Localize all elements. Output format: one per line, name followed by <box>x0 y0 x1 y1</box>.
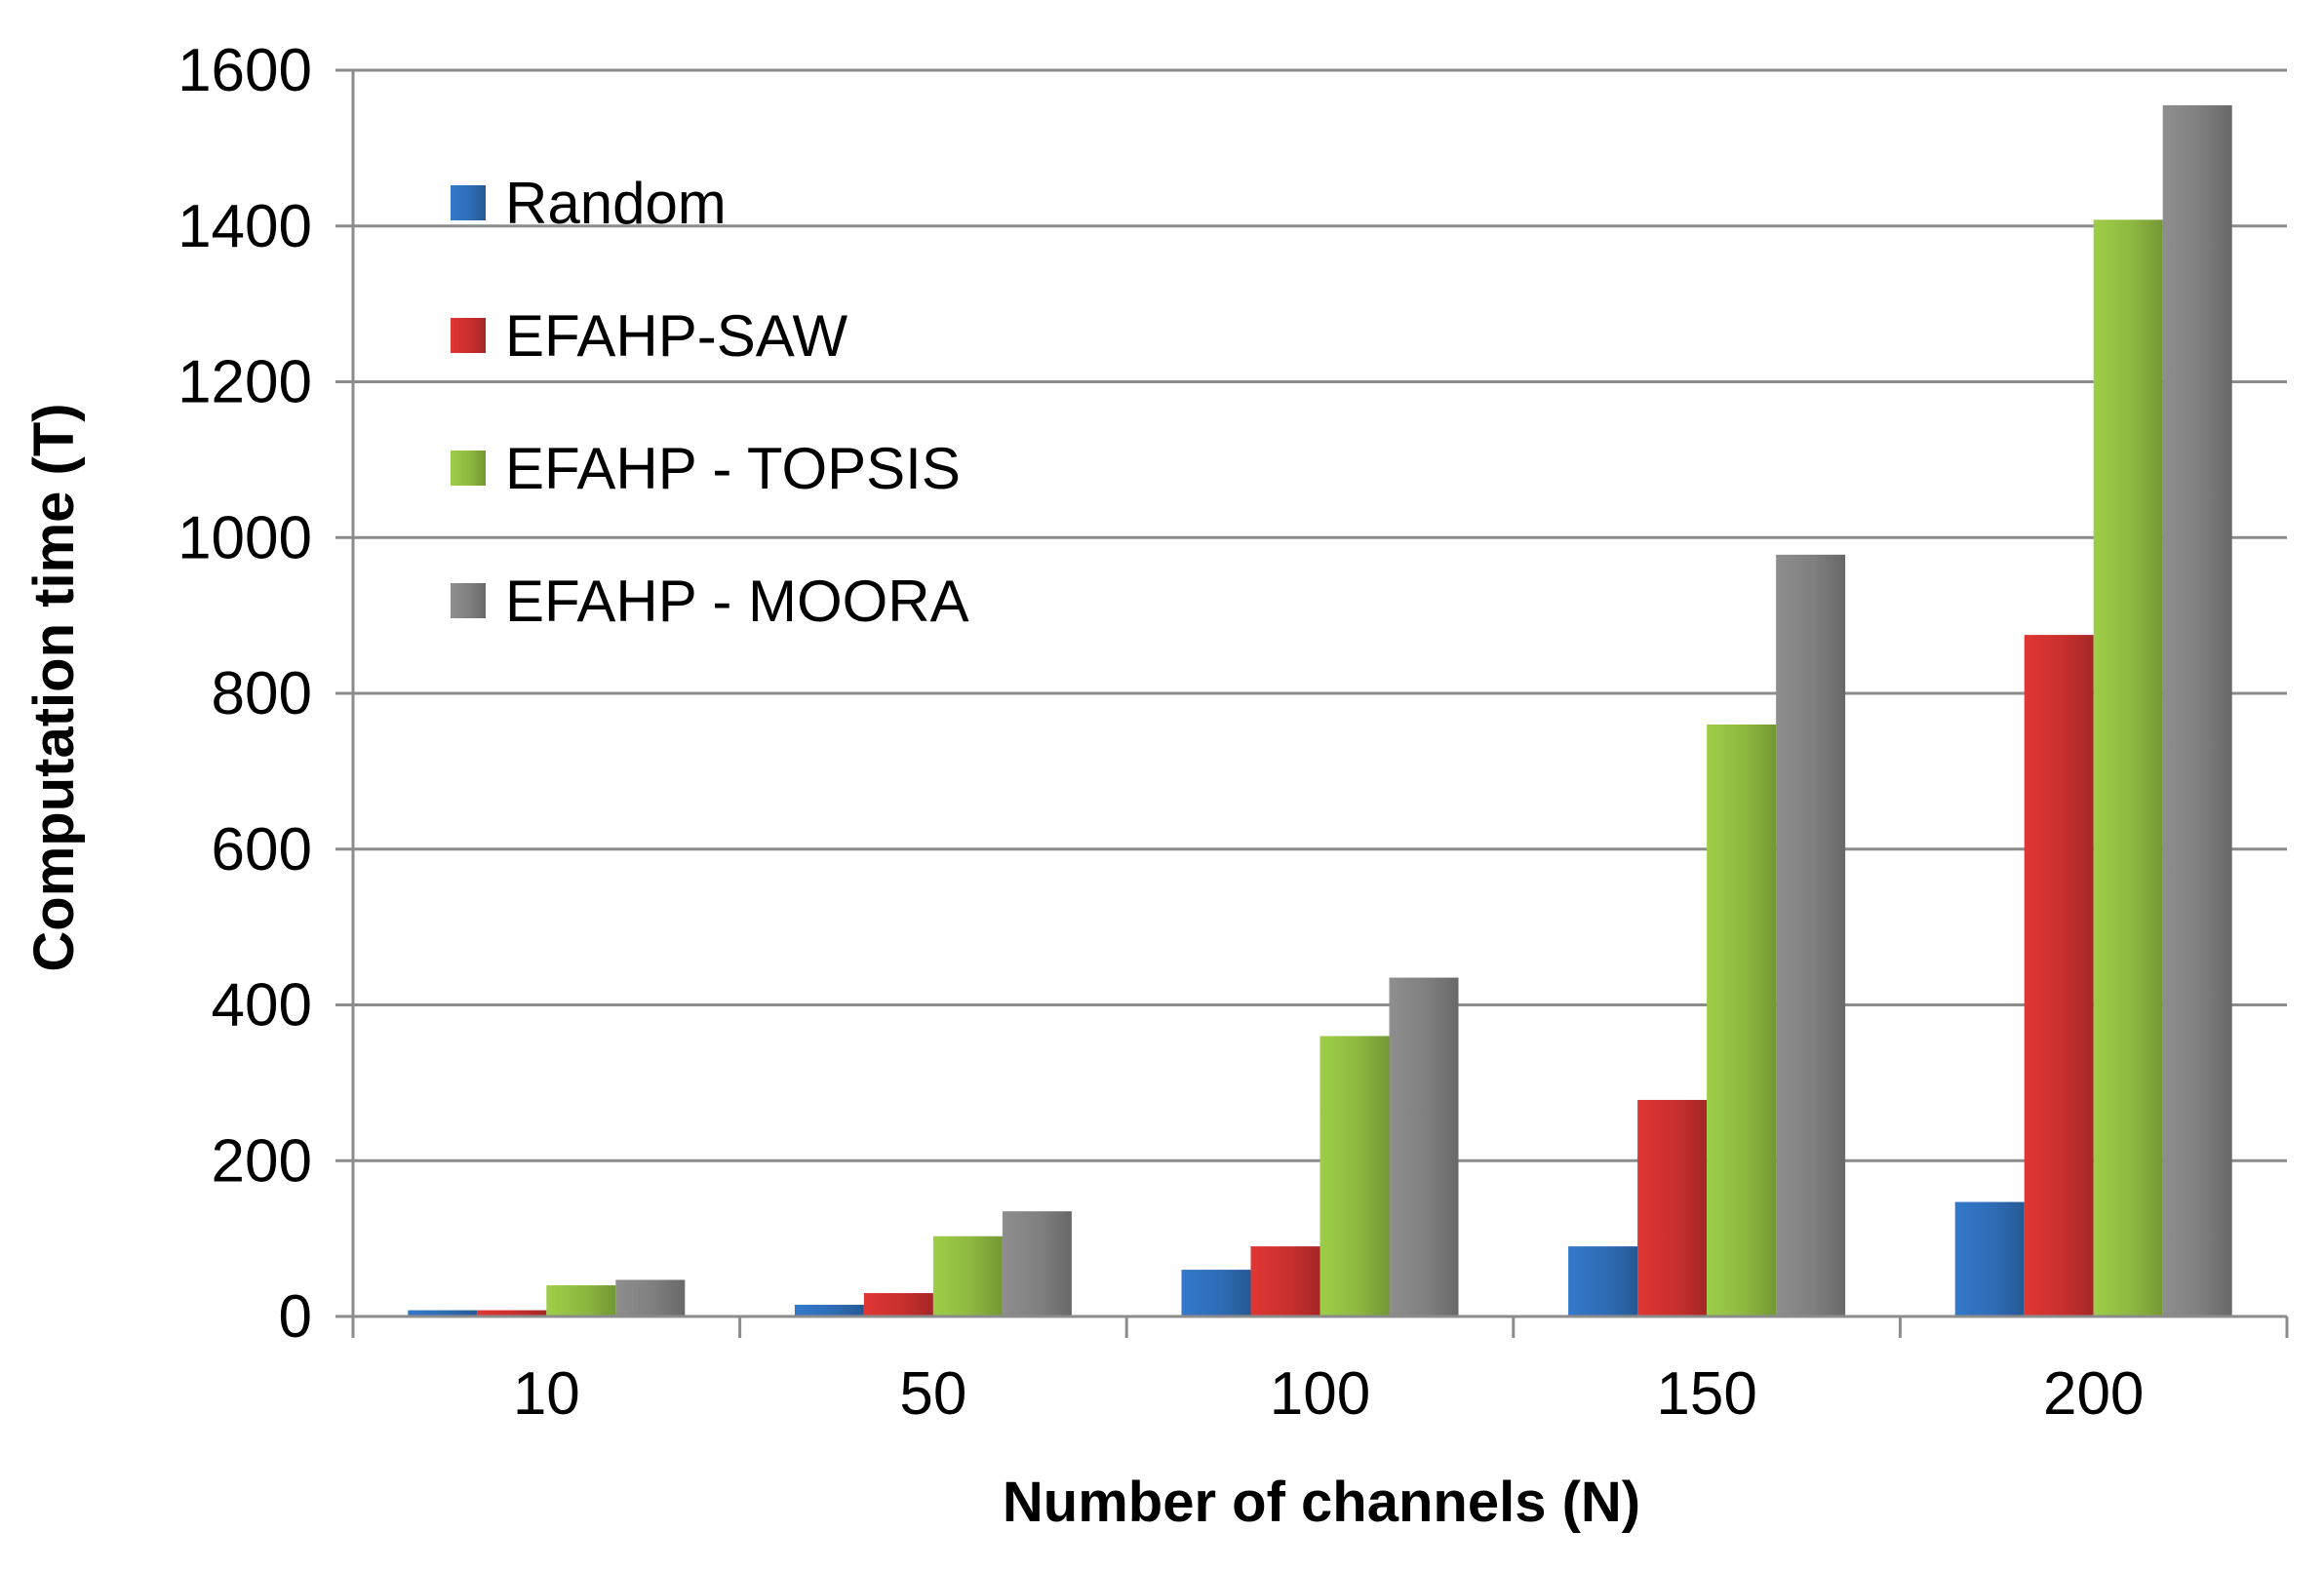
bar-random-10 <box>408 1310 478 1316</box>
y-tick-label: 1200 <box>177 349 312 416</box>
legend-item: Random <box>451 171 727 236</box>
bar-random-50 <box>794 1305 864 1316</box>
bar-efahp-saw-200 <box>2024 635 2094 1316</box>
axes <box>335 68 2289 1338</box>
legend-label: EFAHP-SAW <box>505 303 848 369</box>
bar-efahp-moora-50 <box>1002 1211 1072 1316</box>
bar-efahp-topsis-100 <box>1320 1036 1390 1316</box>
y-axis-title: Computation time (T) <box>22 403 86 971</box>
bar-efahp-moora-100 <box>1389 977 1459 1316</box>
legend: Random EFAHP-SAW EFAHP - TOPSIS EFAHP - MOO… <box>451 171 969 634</box>
bar-efahp-saw-100 <box>1250 1246 1320 1316</box>
y-tick-label: 800 <box>212 660 312 727</box>
bar-efahp-saw-150 <box>1637 1099 1708 1316</box>
x-tick-label: 200 <box>2043 1360 2144 1428</box>
x-tick-label: 100 <box>1270 1360 1370 1428</box>
x-axis-title: Number of channels (N) <box>1003 1471 1640 1534</box>
x-tick-label: 50 <box>899 1360 966 1428</box>
bar-efahp-saw-10 <box>477 1310 547 1316</box>
legend-swatch <box>451 451 486 486</box>
x-tick-label: 150 <box>1656 1360 1756 1428</box>
legend-swatch <box>451 318 486 353</box>
gridlines <box>353 68 2287 1162</box>
bars <box>408 104 2232 1317</box>
x-tick-label: 10 <box>513 1360 580 1428</box>
bar-random-150 <box>1568 1246 1638 1316</box>
bar-efahp-topsis-150 <box>1707 724 1777 1316</box>
legend-item: EFAHP-SAW <box>451 303 848 369</box>
y-tick-label: 1600 <box>177 37 312 104</box>
bar-efahp-saw-50 <box>863 1293 933 1316</box>
bar-efahp-moora-10 <box>615 1279 686 1316</box>
bar-random-100 <box>1181 1270 1251 1316</box>
y-tick-label: 1400 <box>177 193 312 260</box>
legend-label: EFAHP - MOORA <box>505 569 969 634</box>
y-tick-label: 0 <box>279 1283 312 1351</box>
y-tick-label: 400 <box>212 972 312 1040</box>
bar-random-200 <box>1954 1201 2025 1316</box>
legend-item: EFAHP - TOPSIS <box>451 436 961 501</box>
bar-efahp-moora-150 <box>1776 554 1846 1316</box>
legend-swatch <box>451 185 486 220</box>
y-tick-label: 200 <box>212 1127 312 1195</box>
bar-efahp-topsis-200 <box>2093 219 2163 1317</box>
bar-efahp-topsis-10 <box>546 1285 616 1316</box>
legend-item: EFAHP - MOORA <box>451 569 969 634</box>
legend-swatch <box>451 583 486 618</box>
legend-label: EFAHP - TOPSIS <box>505 436 961 501</box>
tick-labels: 0 200 400 600 800 1000 1200 1400 1600 10 50 100 150 2… <box>177 37 2144 1428</box>
y-tick-label: 1000 <box>177 504 312 571</box>
y-tick-label: 600 <box>212 816 312 883</box>
legend-label: Random <box>505 171 727 236</box>
bar-efahp-topsis-50 <box>932 1236 1003 1316</box>
bar-efahp-moora-200 <box>2162 104 2232 1317</box>
